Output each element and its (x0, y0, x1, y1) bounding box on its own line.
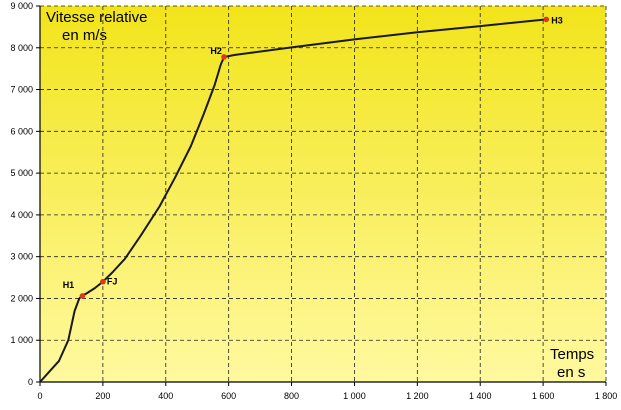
y-tick-label: 3 000 (10, 252, 33, 262)
x-axis-title-line2: en s (557, 364, 585, 381)
event-label: FJ (107, 277, 118, 287)
axes (36, 5, 607, 386)
y-tick-label: 5 000 (10, 168, 33, 178)
event-marker (79, 293, 86, 299)
y-tick-label: 1 000 (10, 335, 33, 345)
x-tick-label: 400 (158, 391, 173, 401)
x-axis-title-line1: Temps (550, 346, 594, 363)
event-points: H1 FJ H2 H3 (63, 15, 563, 299)
x-tick-label: 1 200 (406, 391, 429, 401)
x-tick-label: 1 600 (532, 391, 555, 401)
event-marker (543, 16, 550, 23)
y-tick-label: 4 000 (10, 210, 33, 220)
event-label: H3 (551, 15, 563, 25)
y-tick-label: 0 (28, 377, 33, 387)
x-tick-label: 1 400 (469, 391, 492, 401)
x-tick-label: 600 (221, 391, 236, 401)
y-axis-title-line1: Vitesse relative (46, 9, 147, 26)
x-tick-label: 200 (95, 391, 110, 401)
y-tick-label: 8 000 (10, 43, 33, 53)
event-label: H2 (210, 46, 222, 56)
tick-labels: 0 200 400 600 800 1 000 1 200 1 400 1 600 1 800 0 1… (10, 1, 617, 401)
y-tick-label: 7 000 (10, 85, 33, 95)
grid-lines (40, 5, 607, 382)
y-tick-label: 2 000 (10, 293, 33, 303)
x-tick-label: 0 (37, 391, 42, 401)
series (39, 18, 548, 383)
event-label: H1 (63, 280, 75, 290)
x-tick-label: 800 (284, 391, 299, 401)
event-marker (221, 54, 227, 60)
y-tick-label: 6 000 (10, 126, 33, 136)
y-axis-title-line2: en m/s (62, 27, 107, 44)
plot-background (40, 6, 606, 382)
event-marker (100, 278, 106, 285)
y-tick-label: 9 000 (10, 1, 33, 11)
velocity-curve (39, 18, 548, 383)
x-tick-label: 1 000 (343, 391, 366, 401)
x-tick-label: 1 800 (595, 391, 618, 401)
